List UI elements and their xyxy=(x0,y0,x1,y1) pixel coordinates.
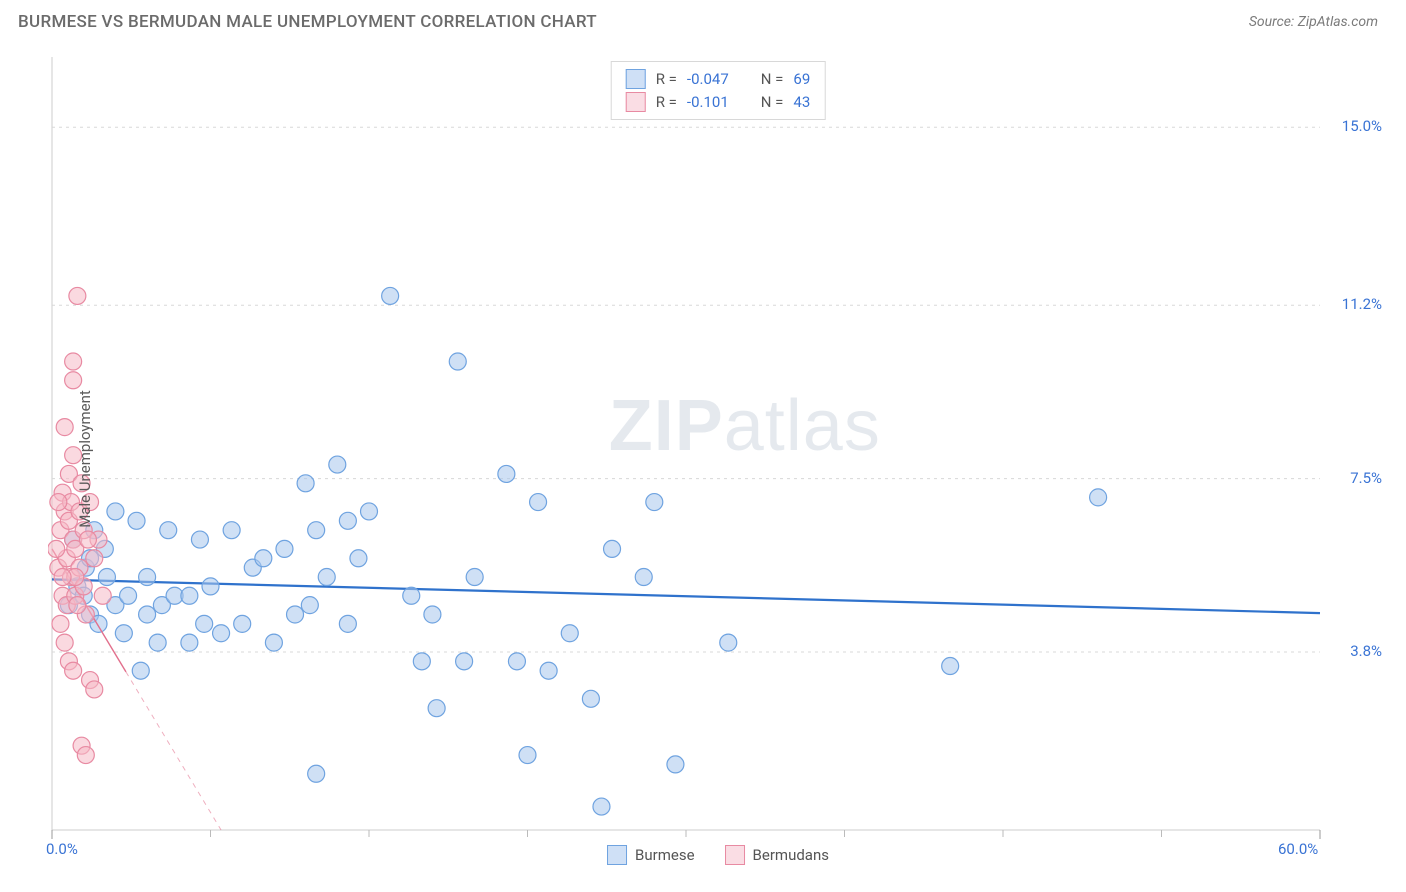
r-label: R = xyxy=(656,91,677,114)
legend-label-burmese: Burmese xyxy=(635,846,695,864)
y-tick-label: 7.5% xyxy=(1350,469,1382,487)
x-tick-label: 0.0% xyxy=(46,840,78,858)
series-legend: Burmese Bermudans xyxy=(607,845,829,865)
scatter-plot xyxy=(48,55,1388,862)
y-axis-label: Male Unemployment xyxy=(76,390,94,528)
n-label: N = xyxy=(761,68,784,91)
legend-swatch-pink xyxy=(626,92,646,112)
legend-swatch-pink xyxy=(725,845,745,865)
legend-item-bermudans: Bermudans xyxy=(725,845,829,865)
correlation-legend: R = -0.047 N = 69 R = -0.101 N = 43 xyxy=(611,61,826,120)
source-prefix: Source: xyxy=(1249,14,1298,30)
y-tick-label: 3.8% xyxy=(1350,642,1382,660)
y-tick-label: 11.2% xyxy=(1342,295,1382,313)
chart-area: Male Unemployment ZIPatlas R = -0.047 N … xyxy=(48,55,1388,862)
r-value-burmese: -0.047 xyxy=(687,68,729,91)
legend-label-bermudans: Bermudans xyxy=(753,846,829,864)
n-value-burmese: 69 xyxy=(793,68,810,91)
x-tick-label: 60.0% xyxy=(1278,840,1318,858)
chart-title: BURMESE VS BERMUDAN MALE UNEMPLOYMENT CO… xyxy=(18,12,597,32)
r-label: R = xyxy=(656,68,677,91)
legend-swatch-blue xyxy=(626,69,646,89)
source-name: ZipAtlas.com xyxy=(1298,14,1378,30)
legend-item-burmese: Burmese xyxy=(607,845,695,865)
n-label: N = xyxy=(761,91,784,114)
legend-row-burmese: R = -0.047 N = 69 xyxy=(626,68,811,91)
y-tick-label: 15.0% xyxy=(1342,117,1382,135)
n-value-bermudans: 43 xyxy=(793,91,810,114)
source-attribution: Source: ZipAtlas.com xyxy=(1249,14,1378,30)
legend-swatch-blue xyxy=(607,845,627,865)
header: BURMESE VS BERMUDAN MALE UNEMPLOYMENT CO… xyxy=(0,0,1406,40)
legend-row-bermudans: R = -0.101 N = 43 xyxy=(626,91,811,114)
r-value-bermudans: -0.101 xyxy=(687,91,729,114)
